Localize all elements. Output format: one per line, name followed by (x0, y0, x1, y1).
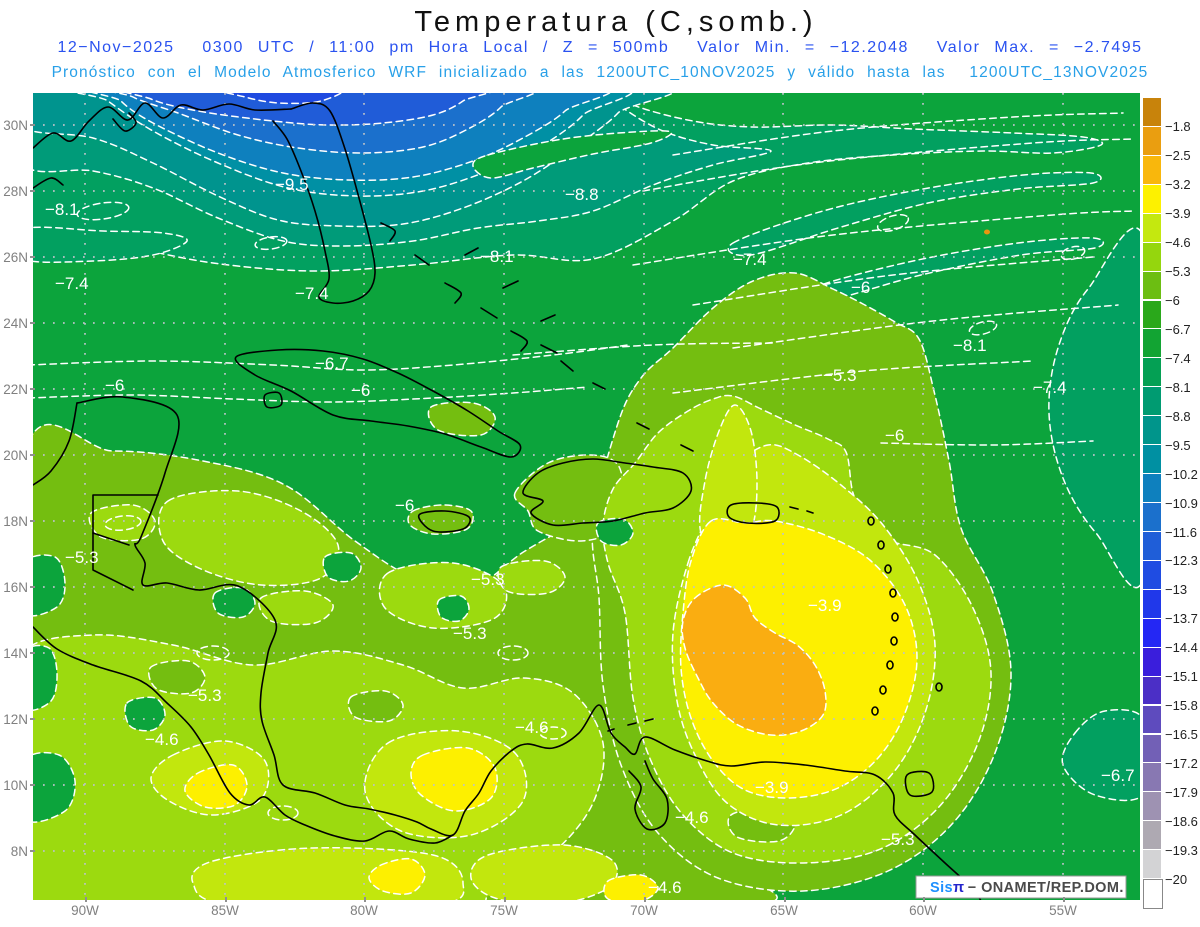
svg-text:−6.7: −6.7 (1101, 766, 1135, 785)
svg-text:−4.6: −4.6 (145, 730, 179, 749)
svg-text:−4.6: −4.6 (648, 878, 682, 897)
svg-text:−6: −6 (395, 496, 414, 515)
svg-text:−6: −6 (885, 426, 904, 445)
svg-text:−3.9: −3.9 (755, 778, 789, 797)
svg-text:−3.9: −3.9 (808, 596, 842, 615)
svg-text:−7.4: −7.4 (1033, 378, 1067, 397)
svg-text:−8.8: −8.8 (565, 185, 599, 204)
svg-text:−7.4: −7.4 (55, 274, 89, 293)
svg-text:−5.3: −5.3 (188, 686, 222, 705)
svg-text:−7.4: −7.4 (295, 284, 329, 303)
svg-text:−5.3: −5.3 (453, 624, 487, 643)
svg-text:−8.1: −8.1 (953, 336, 987, 355)
svg-text:−8.1: −8.1 (45, 200, 79, 219)
svg-text:−5.3: −5.3 (65, 548, 99, 567)
svg-text:−5.3: −5.3 (881, 830, 915, 849)
svg-text:−6: −6 (851, 278, 870, 297)
svg-text:−8.1: −8.1 (480, 247, 514, 266)
svg-text:−5.3: −5.3 (471, 570, 505, 589)
svg-text:−6.7: −6.7 (315, 354, 349, 373)
svg-text:−9.5: −9.5 (275, 175, 309, 194)
svg-text:−7.4: −7.4 (733, 250, 767, 269)
svg-text:−6: −6 (351, 381, 370, 400)
svg-text:Sisπ − ONAMET/REP.DOM.: Sisπ − ONAMET/REP.DOM. (930, 880, 1124, 896)
svg-text:−4.6: −4.6 (515, 718, 549, 737)
svg-text:−4.6: −4.6 (675, 808, 709, 827)
svg-text:−5.3: −5.3 (823, 366, 857, 385)
svg-text:−6: −6 (105, 376, 124, 395)
